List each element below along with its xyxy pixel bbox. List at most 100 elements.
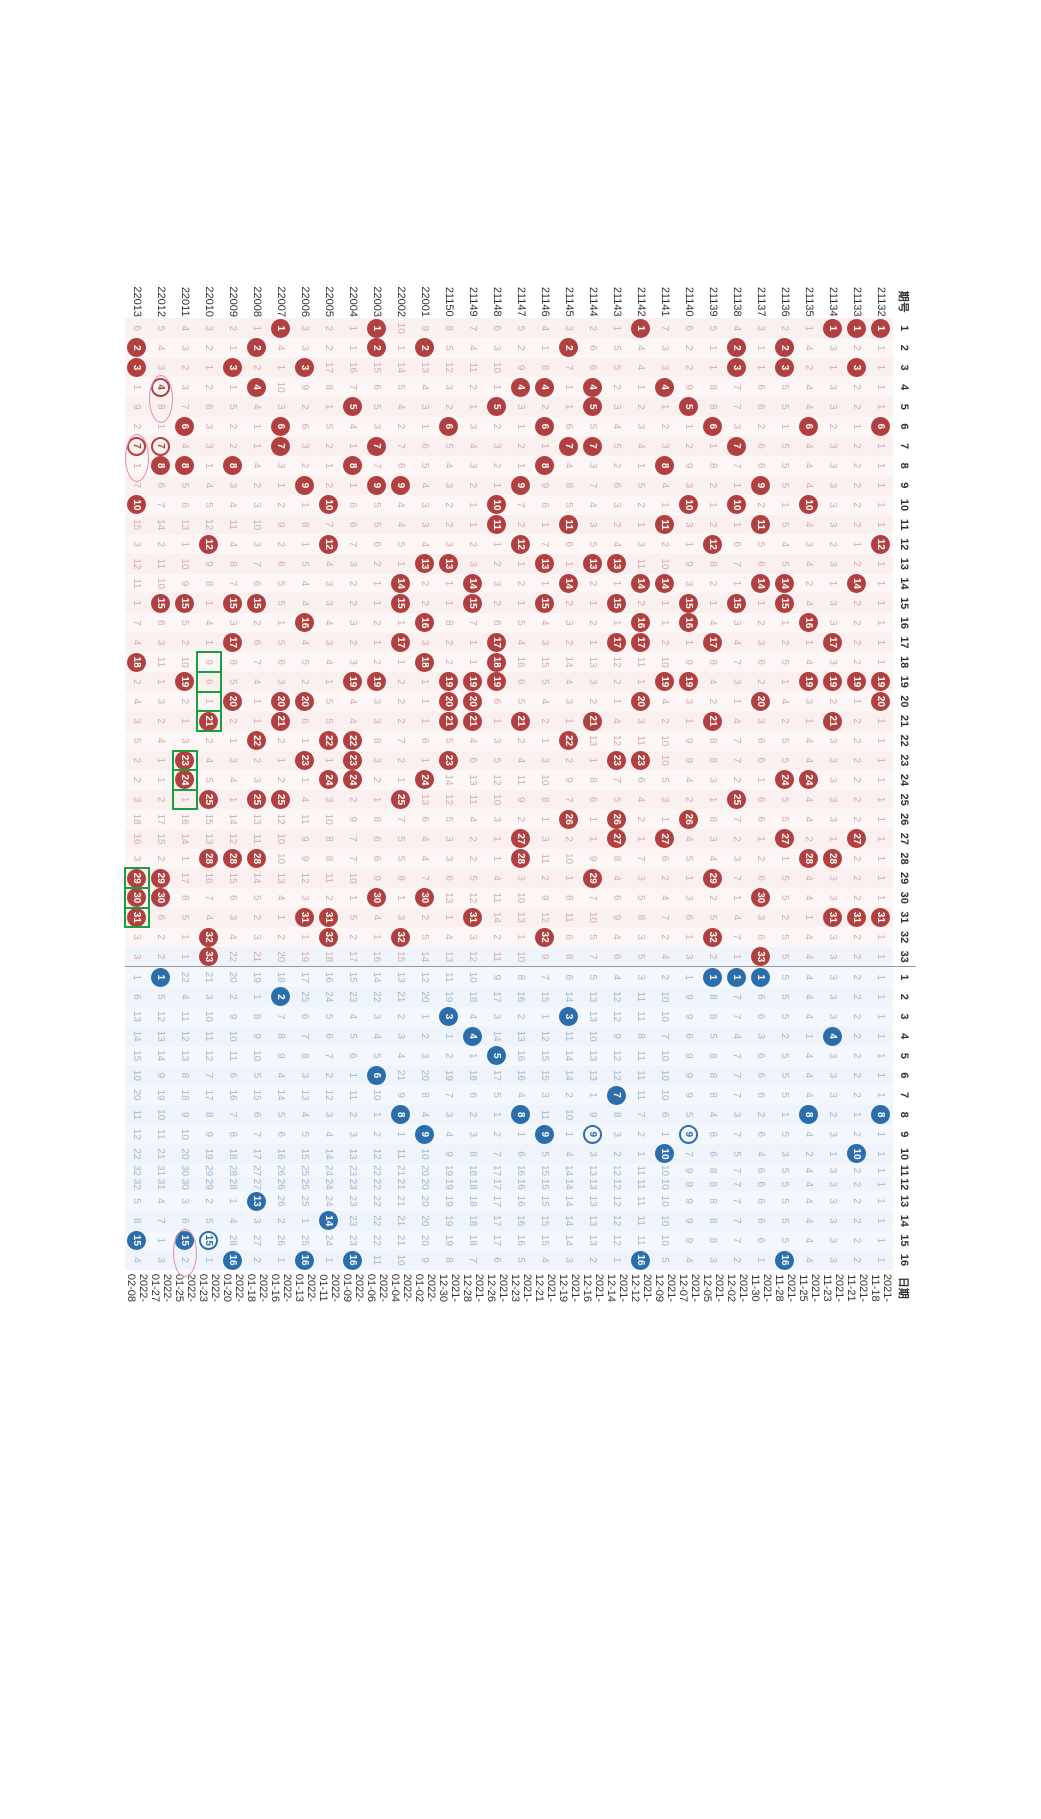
blue-5-miss: 5 — [773, 1046, 797, 1066]
red-30-miss: 2 — [317, 888, 341, 908]
red-6-hit: 6 — [797, 417, 821, 437]
red-30-hit: 30 — [149, 888, 173, 908]
red-24-miss: 1 — [389, 770, 413, 790]
red-33-miss: 21 — [245, 947, 269, 967]
red-5-miss: 6 — [749, 397, 773, 417]
red-1-miss: 6 — [485, 318, 509, 338]
red-9-miss: 5 — [173, 476, 197, 496]
blue-15-miss: 27 — [245, 1231, 269, 1251]
red-26-miss: 1 — [533, 809, 557, 829]
red-14-miss: 1 — [365, 574, 389, 594]
blue-3-miss: 13 — [581, 1007, 605, 1027]
red-22-miss: 6 — [749, 731, 773, 751]
red-14-miss: 3 — [485, 574, 509, 594]
red-14-hit: 14 — [773, 574, 797, 594]
blue-3-miss: 8 — [701, 1007, 725, 1027]
red-28-miss: 7 — [341, 849, 365, 869]
blue-8-miss: 1 — [485, 1105, 509, 1125]
blue-5-miss: 7 — [317, 1046, 341, 1066]
red-26-miss: 6 — [749, 809, 773, 829]
blue-15-miss: 18 — [461, 1231, 485, 1251]
red-5-miss: 5 — [365, 397, 389, 417]
blue-9-miss: 11 — [149, 1125, 173, 1145]
red-28-miss: 9 — [293, 849, 317, 869]
red-22-miss: 9 — [677, 731, 701, 751]
red-27-miss: 2 — [557, 829, 581, 849]
blue-8-miss: 3 — [317, 1105, 341, 1125]
red-18-miss: 11 — [149, 652, 173, 672]
red-17-miss: 2 — [773, 633, 797, 653]
red-32-miss: 5 — [413, 927, 437, 947]
red-20-miss: 4 — [773, 692, 797, 712]
red-32-miss: 1 — [509, 927, 533, 947]
blue-3-miss: 3 — [821, 1007, 845, 1027]
red-28-hit: 28 — [821, 849, 845, 869]
red-29-miss: 5 — [773, 868, 797, 888]
blue-9-miss: 7 — [725, 1125, 749, 1145]
blue-10-miss: 4 — [749, 1144, 773, 1164]
blue-8-miss: 6 — [245, 1105, 269, 1125]
red-15-miss: 2 — [485, 593, 509, 613]
red-32-miss: 3 — [629, 927, 653, 947]
red-26-miss: 14 — [221, 809, 245, 829]
red-11-hit: 11 — [653, 515, 677, 535]
blue-14-miss: 2 — [845, 1211, 869, 1231]
red-6-miss: 2 — [653, 417, 677, 437]
red-5-hit: 5 — [581, 397, 605, 417]
red-11-miss: 4 — [797, 515, 821, 535]
red-6-miss: 1 — [677, 417, 701, 437]
blue-7-miss: 16 — [221, 1085, 245, 1105]
red-12-miss: 1 — [293, 534, 317, 554]
col-blue-8: 8 — [893, 1105, 916, 1125]
red-8-miss: 8 — [701, 456, 725, 476]
blue-3-miss: 4 — [341, 1007, 365, 1027]
red-25-miss: 7 — [557, 790, 581, 810]
blue-3-miss: 11 — [173, 1007, 197, 1027]
blue-10-miss: 20 — [173, 1144, 197, 1164]
red-4-miss: 1 — [485, 377, 509, 397]
red-5-miss: 4 — [245, 397, 269, 417]
blue-16-hit: 16 — [293, 1250, 317, 1270]
blue-15-miss: 2 — [845, 1231, 869, 1251]
red-21-hit: 21 — [821, 711, 845, 731]
blue-11-miss: 16 — [509, 1164, 533, 1177]
date-cell: 2022-01-25 — [173, 1270, 197, 1306]
red-24-hit: 24 — [797, 770, 821, 790]
red-28-miss: 6 — [653, 849, 677, 869]
blue-11-miss: 29 — [197, 1164, 221, 1177]
blue-2-miss: 3 — [821, 987, 845, 1007]
red-24-miss: 1 — [149, 770, 173, 790]
red-18-miss: 11 — [629, 652, 653, 672]
red-8-miss: 1 — [509, 456, 533, 476]
red-21-miss: 2 — [773, 711, 797, 731]
red-20-hit: 20 — [437, 692, 461, 712]
red-28-miss: 2 — [461, 849, 485, 869]
blue-7-miss: 9 — [677, 1085, 701, 1105]
blue-4-miss: 4 — [725, 1026, 749, 1046]
blue-15-hit: 15 — [197, 1231, 221, 1251]
red-22-miss: 1 — [869, 731, 893, 751]
col-blue-1: 1 — [893, 967, 916, 987]
red-20-hit: 20 — [869, 692, 893, 712]
red-16-miss: 2 — [749, 613, 773, 633]
red-19-hit: 19 — [797, 672, 821, 692]
red-12-hit: 12 — [317, 534, 341, 554]
blue-11-miss: 13 — [581, 1164, 605, 1177]
blue-12-miss: 14 — [557, 1177, 581, 1191]
red-33-miss: 18 — [317, 947, 341, 967]
red-18-miss: 1 — [389, 652, 413, 672]
red-13-hit: 13 — [605, 554, 629, 574]
red-29-miss: 2 — [845, 868, 869, 888]
red-29-miss: 13 — [269, 868, 293, 888]
red-3-miss: 17 — [317, 358, 341, 378]
blue-16-miss: 1 — [749, 1250, 773, 1270]
red-10-miss: 5 — [197, 495, 221, 515]
blue-8-miss: 9 — [173, 1105, 197, 1125]
red-10-miss: 4 — [389, 495, 413, 515]
red-8-miss: 3 — [461, 456, 485, 476]
red-1-miss: 9 — [413, 318, 437, 338]
blue-10-miss: 7 — [677, 1144, 701, 1164]
red-23-miss: 1 — [149, 751, 173, 771]
red-25-miss: 11 — [461, 790, 485, 810]
blue-9-miss: 2 — [845, 1125, 869, 1145]
